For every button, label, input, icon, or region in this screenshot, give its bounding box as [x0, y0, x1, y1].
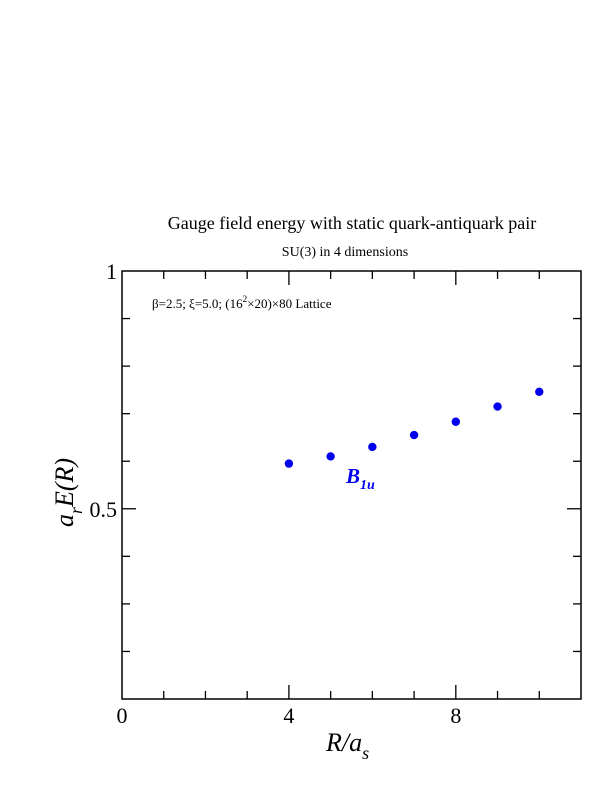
- data-point: [451, 417, 461, 426]
- x-tick-label: 8: [450, 703, 461, 728]
- y-axis-label-a: a: [50, 514, 79, 527]
- x-tick-label: 4: [283, 703, 294, 728]
- series-label-sub: 1u: [360, 478, 375, 493]
- x-tick-label: 0: [117, 703, 128, 728]
- lattice-annotation: β=2.5; ξ=5.0; (162×20)×80 Lattice: [152, 294, 332, 311]
- svg-text:arE(R): arE(R): [50, 458, 86, 527]
- y-tick-label: 0.5: [90, 497, 118, 522]
- chart-subtitle: SU(3) in 4 dimensions: [282, 245, 408, 260]
- axis-ticks: [122, 271, 581, 699]
- chart-title: Gauge field energy with static quark-ant…: [168, 213, 537, 233]
- y-tick-label: 1: [106, 259, 117, 284]
- y-axis-label: arE(R): [50, 458, 86, 527]
- x-axis-label-sub: s: [362, 743, 369, 763]
- annotation-part-3: ×20)×80 Lattice: [247, 296, 332, 311]
- series-b1u: [284, 387, 544, 468]
- annotation-superscript: 2: [243, 294, 248, 304]
- data-point: [284, 459, 294, 468]
- tick-labels: 0 4 8 0.5 1: [90, 259, 462, 728]
- data-point: [326, 452, 335, 461]
- annotation-part-1: β=2.5; ξ=5.0; (16: [152, 296, 243, 311]
- series-label: B1u: [345, 464, 375, 493]
- y-axis-label-rest: E(R): [50, 458, 79, 508]
- series-label-main: B: [345, 464, 360, 488]
- data-point: [493, 402, 502, 411]
- data-point: [368, 442, 377, 452]
- data-point: [535, 387, 544, 396]
- x-axis-label: R/as: [325, 728, 369, 763]
- x-axis-label-main: R/a: [325, 728, 362, 757]
- y-axis-label-sub: r: [66, 506, 86, 514]
- plot-frame: [121, 270, 582, 700]
- data-point: [409, 430, 419, 440]
